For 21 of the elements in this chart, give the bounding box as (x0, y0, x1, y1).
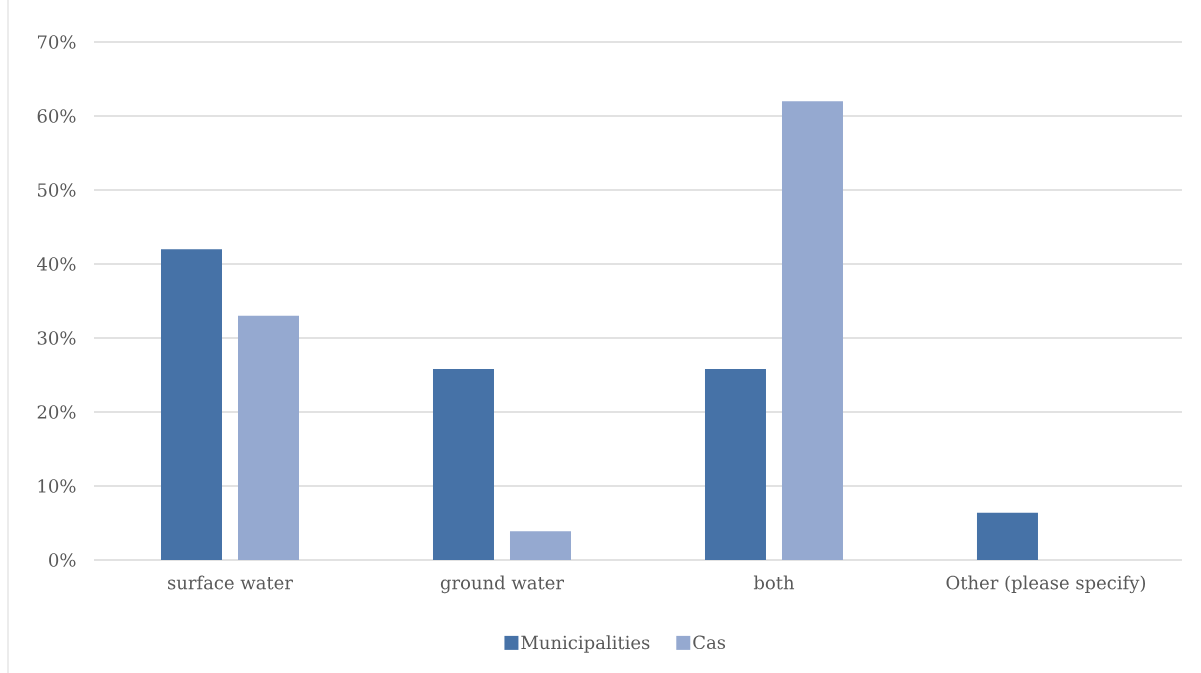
x-tick-label: surface water (168, 575, 293, 590)
bar (976, 512, 1038, 560)
x-tick-label: ground water (440, 575, 564, 594)
bar (161, 249, 222, 560)
x-tick-label: both (753, 575, 795, 590)
bar (432, 369, 494, 560)
y-tick-label: 10% (38, 479, 76, 493)
x-tick-label: Other (please specify) (946, 575, 1146, 594)
bar (238, 315, 299, 560)
y-tick-label: 0% (49, 553, 76, 567)
bar (509, 531, 571, 560)
y-tick-label: 20% (37, 405, 76, 419)
bar (704, 369, 766, 560)
y-tick-label: 30% (37, 331, 76, 345)
bar (781, 101, 843, 560)
y-tick-label: 50% (38, 183, 76, 197)
legend-label: Municipalities (521, 635, 650, 653)
legend-label: Cas (693, 635, 726, 650)
y-tick-label: 70% (37, 35, 76, 49)
y-tick-label: 60% (37, 109, 76, 123)
y-tick-label: 40% (37, 257, 76, 271)
